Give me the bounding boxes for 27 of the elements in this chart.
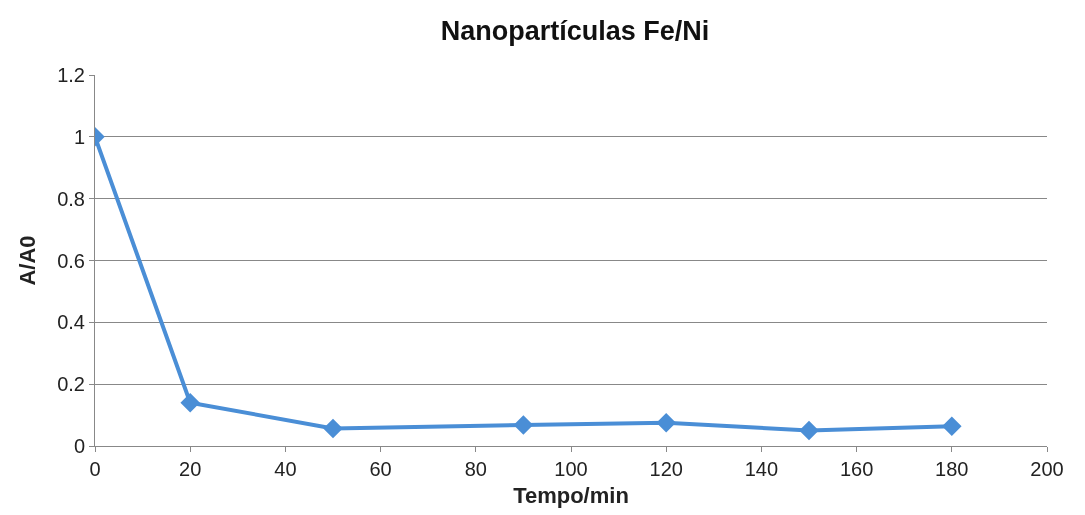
- y-axis-title: A/A0: [14, 235, 40, 286]
- y-tick-label: 0.2: [57, 373, 85, 396]
- x-tick-label: 20: [179, 458, 202, 480]
- x-tick-label: 100: [554, 458, 588, 480]
- chart-title: Nanopartículas Fe/Ni: [440, 15, 710, 46]
- point: [323, 418, 343, 439]
- y-tick-label: 0: [73, 435, 85, 457]
- x-tick-label: 80: [464, 458, 487, 480]
- x-tick-label: 160: [839, 458, 874, 480]
- point: [180, 392, 200, 413]
- x-tick-label: 60: [369, 458, 392, 480]
- x-axis-title: Tempo/min: [513, 482, 629, 508]
- x-tick-label: 120: [649, 458, 683, 480]
- point: [513, 415, 534, 435]
- y-tick-label: 1.2: [57, 64, 85, 86]
- x-tick-label: 140: [744, 458, 779, 480]
- y-tick-label: 0.8: [57, 187, 85, 210]
- x-tick-label: 180: [935, 458, 969, 480]
- point: [656, 413, 676, 433]
- y-tick-label: 0.4: [57, 311, 85, 334]
- x-tick-label: 0: [89, 458, 101, 480]
- point: [942, 416, 962, 436]
- x-tick-label: 40: [274, 458, 297, 480]
- y-tick-label: 1: [73, 125, 85, 148]
- x-tick-label: 200: [1030, 458, 1064, 480]
- point: [799, 420, 819, 441]
- y-tick-label: 0.6: [57, 249, 85, 272]
